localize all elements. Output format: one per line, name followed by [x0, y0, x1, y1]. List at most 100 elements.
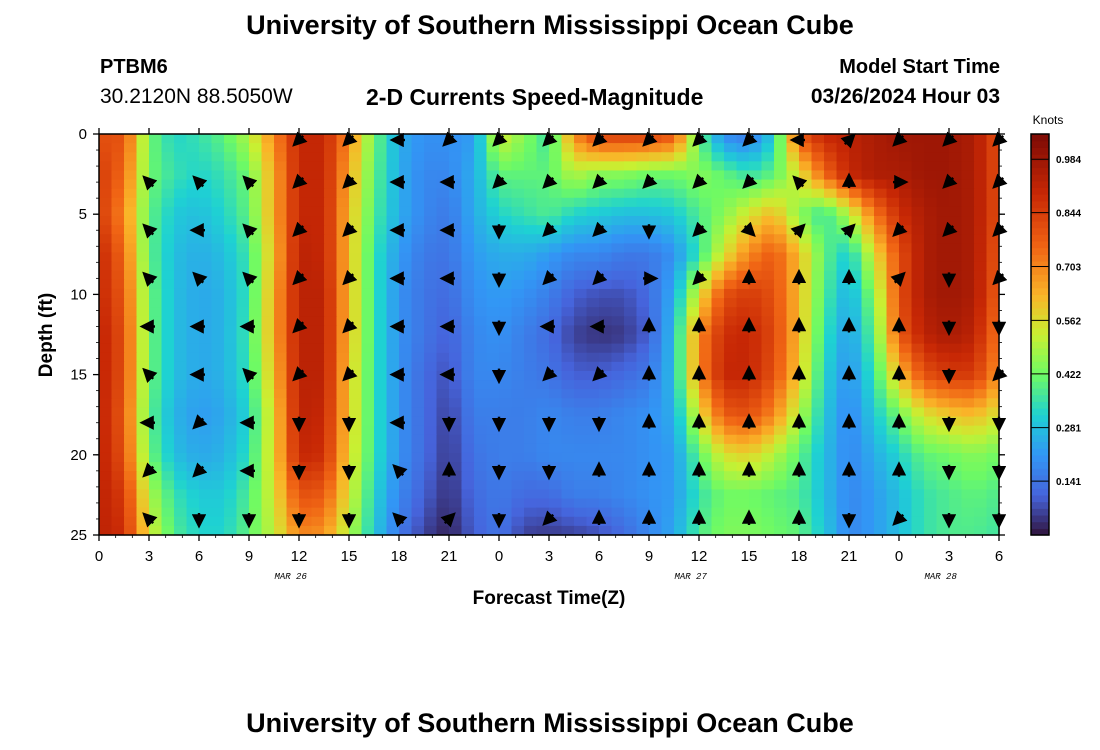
heatmap-cell [849, 370, 863, 381]
heatmap-cell [749, 352, 763, 363]
heatmap-cell [536, 471, 550, 481]
heatmap-cell [386, 380, 400, 390]
heatmap-cell [174, 325, 188, 336]
heatmap-cell [736, 134, 750, 144]
heatmap-cell [111, 507, 125, 518]
heatmap-cell [774, 516, 788, 527]
heatmap-cell [986, 316, 1000, 326]
heatmap-cell [661, 416, 675, 427]
heatmap-cell [524, 216, 538, 226]
heatmap-cell [786, 416, 800, 427]
heatmap-cell [674, 434, 688, 445]
y-tick-label: 5 [79, 206, 87, 223]
heatmap-cell [949, 325, 963, 336]
heatmap-cell [236, 316, 250, 326]
heatmap-cell [186, 498, 200, 509]
heatmap-cell [249, 507, 263, 518]
heatmap-cell [99, 143, 113, 153]
colorbar-segment [1031, 387, 1049, 396]
heatmap-cell [974, 197, 988, 208]
heatmap-cell [811, 462, 825, 472]
heatmap-cell [324, 316, 338, 326]
heatmap-cell [886, 298, 900, 308]
heatmap-cell [386, 425, 400, 436]
heatmap-cell [886, 188, 900, 199]
heatmap-cell [824, 343, 838, 354]
heatmap-cell [274, 161, 288, 172]
heatmap-cell [499, 325, 513, 336]
heatmap-cell [286, 334, 300, 345]
heatmap-cell [761, 261, 775, 272]
heatmap-cell [311, 471, 325, 481]
heatmap-cell [549, 452, 563, 463]
heatmap-cell [936, 416, 950, 427]
heatmap-cell [461, 270, 475, 281]
heatmap-cell [436, 352, 450, 363]
heatmap-cell [786, 370, 800, 381]
heatmap-cell [524, 489, 538, 500]
colorbar-segment [1031, 174, 1049, 182]
heatmap-cell [786, 197, 800, 208]
heatmap-cell [311, 152, 325, 162]
heatmap-cell [349, 407, 363, 418]
heatmap-cell [499, 234, 513, 244]
heatmap-cell [911, 206, 925, 217]
heatmap-cell [386, 143, 400, 153]
heatmap-cell [399, 179, 413, 190]
heatmap-cell [361, 361, 375, 372]
current-arrow [840, 133, 856, 149]
heatmap-cell [186, 143, 200, 153]
heatmap-cell [111, 298, 125, 308]
heatmap-cell [486, 298, 500, 308]
x-tick-label: 0 [895, 548, 903, 565]
heatmap-cell [824, 206, 838, 217]
heatmap-cell [861, 225, 875, 235]
heatmap-cell [774, 197, 788, 208]
heatmap-cell [736, 471, 750, 481]
heatmap-cell [524, 270, 538, 281]
heatmap-cell [524, 480, 538, 491]
heatmap-cell [486, 516, 500, 527]
heatmap-cell [886, 161, 900, 172]
heatmap-cell [536, 525, 550, 536]
heatmap-cell [449, 325, 463, 336]
heatmap-cell [324, 361, 338, 372]
heatmap-cell [549, 288, 563, 299]
heatmap-cell [111, 443, 125, 454]
heatmap-cell [274, 325, 288, 336]
colorbar-segment [1031, 260, 1049, 269]
heatmap-cell [761, 170, 775, 181]
heatmap-cell [399, 252, 413, 263]
heatmap-cell [349, 261, 363, 272]
heatmap-cell [949, 143, 963, 153]
heatmap-cell [774, 370, 788, 381]
heatmap-cell [236, 270, 250, 281]
heatmap-cell [324, 416, 338, 427]
heatmap-cell [649, 516, 663, 527]
heatmap-cell [711, 179, 725, 190]
heatmap-cell [399, 389, 413, 399]
heatmap-cell [461, 170, 475, 181]
heatmap-cell [336, 407, 350, 418]
heatmap-cell [849, 452, 863, 463]
heatmap-cell [286, 462, 300, 472]
heatmap-cell [911, 307, 925, 317]
heatmap-cell [974, 507, 988, 518]
heatmap-cell [899, 416, 913, 427]
heatmap-cell [686, 316, 700, 326]
heatmap-cell [774, 462, 788, 472]
heatmap-cell [674, 343, 688, 354]
heatmap-cell [761, 179, 775, 190]
heatmap-cell [911, 352, 925, 363]
heatmap-cell [186, 188, 200, 199]
heatmap-cell [649, 525, 663, 536]
heatmap-cell [924, 161, 938, 172]
heatmap-cell [374, 416, 388, 427]
heatmap-cell [936, 206, 950, 217]
heatmap-cell [824, 452, 838, 463]
heatmap-cell [636, 425, 650, 436]
heatmap-cell [774, 507, 788, 518]
heatmap-cell [461, 480, 475, 491]
heatmap-cell [436, 234, 450, 244]
heatmap-cell [574, 161, 588, 172]
